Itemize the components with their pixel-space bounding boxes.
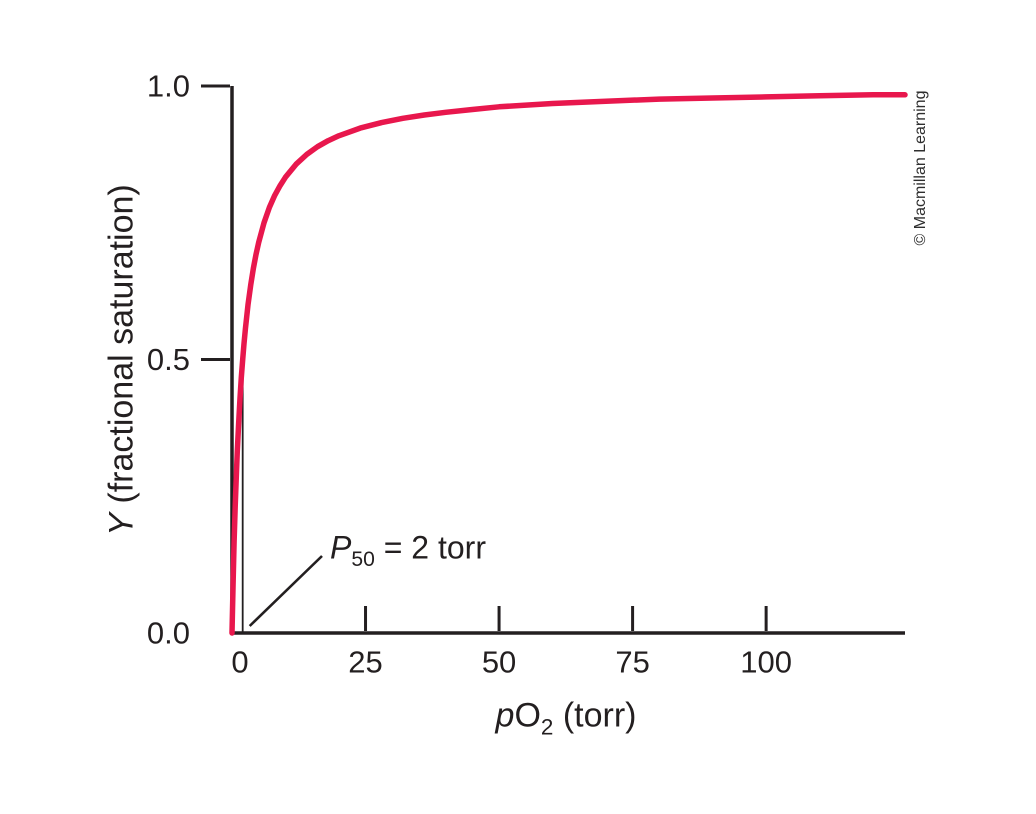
x-tick-label: 25 [348, 644, 382, 679]
p50-value-text: = 2 torr [374, 529, 486, 566]
x-tick-label: 100 [740, 644, 792, 679]
x-tick-label: 50 [482, 644, 516, 679]
x-axis-label-symbol: p [495, 696, 515, 735]
p50-pointer-line [248, 555, 323, 627]
y-axis-label-symbol: Y [102, 513, 141, 536]
x-axis-label: pO2 (torr) [495, 696, 637, 740]
y-axis-label-text: (fractional saturation) [102, 184, 141, 514]
x-axis-label-main: O [514, 696, 541, 735]
x-axis-label-subscript: 2 [540, 714, 554, 740]
x-axis-label-unit: (torr) [553, 696, 637, 735]
y-axis-label: Y (fractional saturation) [103, 184, 142, 536]
copyright-credit: © Macmillan Learning [912, 90, 929, 246]
p50-subscript: 50 [351, 547, 375, 571]
y-tick-label: 0.5 [147, 342, 190, 377]
y-tick-label: 1.0 [147, 69, 190, 104]
y-tick-label: 0.0 [147, 616, 190, 651]
x-tick-label: 0 [231, 644, 248, 679]
p50-symbol: P [330, 529, 352, 566]
p50-annotation-label: P50 = 2 torr [330, 529, 486, 570]
x-tick-label: 75 [615, 644, 649, 679]
saturation-curve [229, 92, 908, 636]
